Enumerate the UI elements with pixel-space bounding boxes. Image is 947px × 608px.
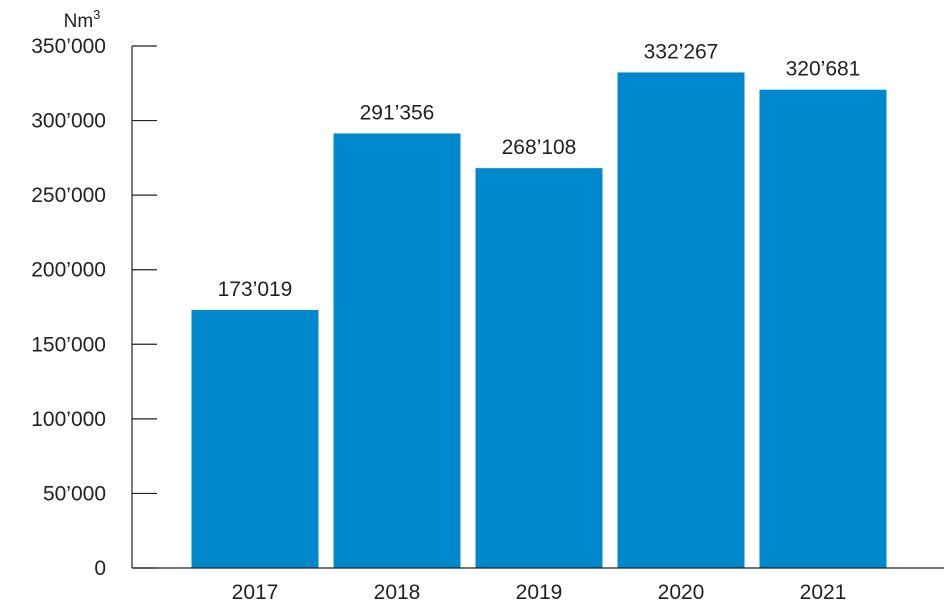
bar-2020 [617,72,745,568]
y-tick-label: 350’000 [31,35,106,58]
bar-2019 [475,168,603,569]
y-tick-label: 200’000 [31,259,106,282]
y-axis-unit-label: Nm3 [64,7,101,32]
x-category-label: 2017 [232,581,279,604]
bar-2018 [333,133,461,569]
data-label-2017: 173’019 [218,278,293,301]
y-tick-label: 300’000 [31,110,106,133]
bar-2021 [759,89,887,568]
x-category-label: 2018 [374,581,421,604]
x-category-label: 2019 [516,581,563,604]
x-category-label: 2020 [658,581,705,604]
y-axis: 0 50’000 100’000 150’000 200’000 250’000 300’0… [31,35,157,580]
data-label-2021: 320’681 [786,58,861,81]
data-label-2018: 291’356 [360,101,435,124]
y-tick-label: 150’000 [31,333,106,356]
x-category-label: 2021 [800,581,847,604]
data-label-2020: 332’267 [644,40,719,63]
y-tick-label: 100’000 [31,408,106,431]
bars: 173’019 291’356 268’108 332’267 320’681 [191,40,887,569]
y-tick-label: 50’000 [43,482,106,505]
bar-2017 [191,309,319,568]
y-tick-label: 250’000 [31,184,106,207]
y-tick-label: 0 [94,557,106,580]
data-label-2019: 268’108 [502,136,577,159]
x-axis: 2017 2018 2019 2020 2021 [132,567,944,604]
